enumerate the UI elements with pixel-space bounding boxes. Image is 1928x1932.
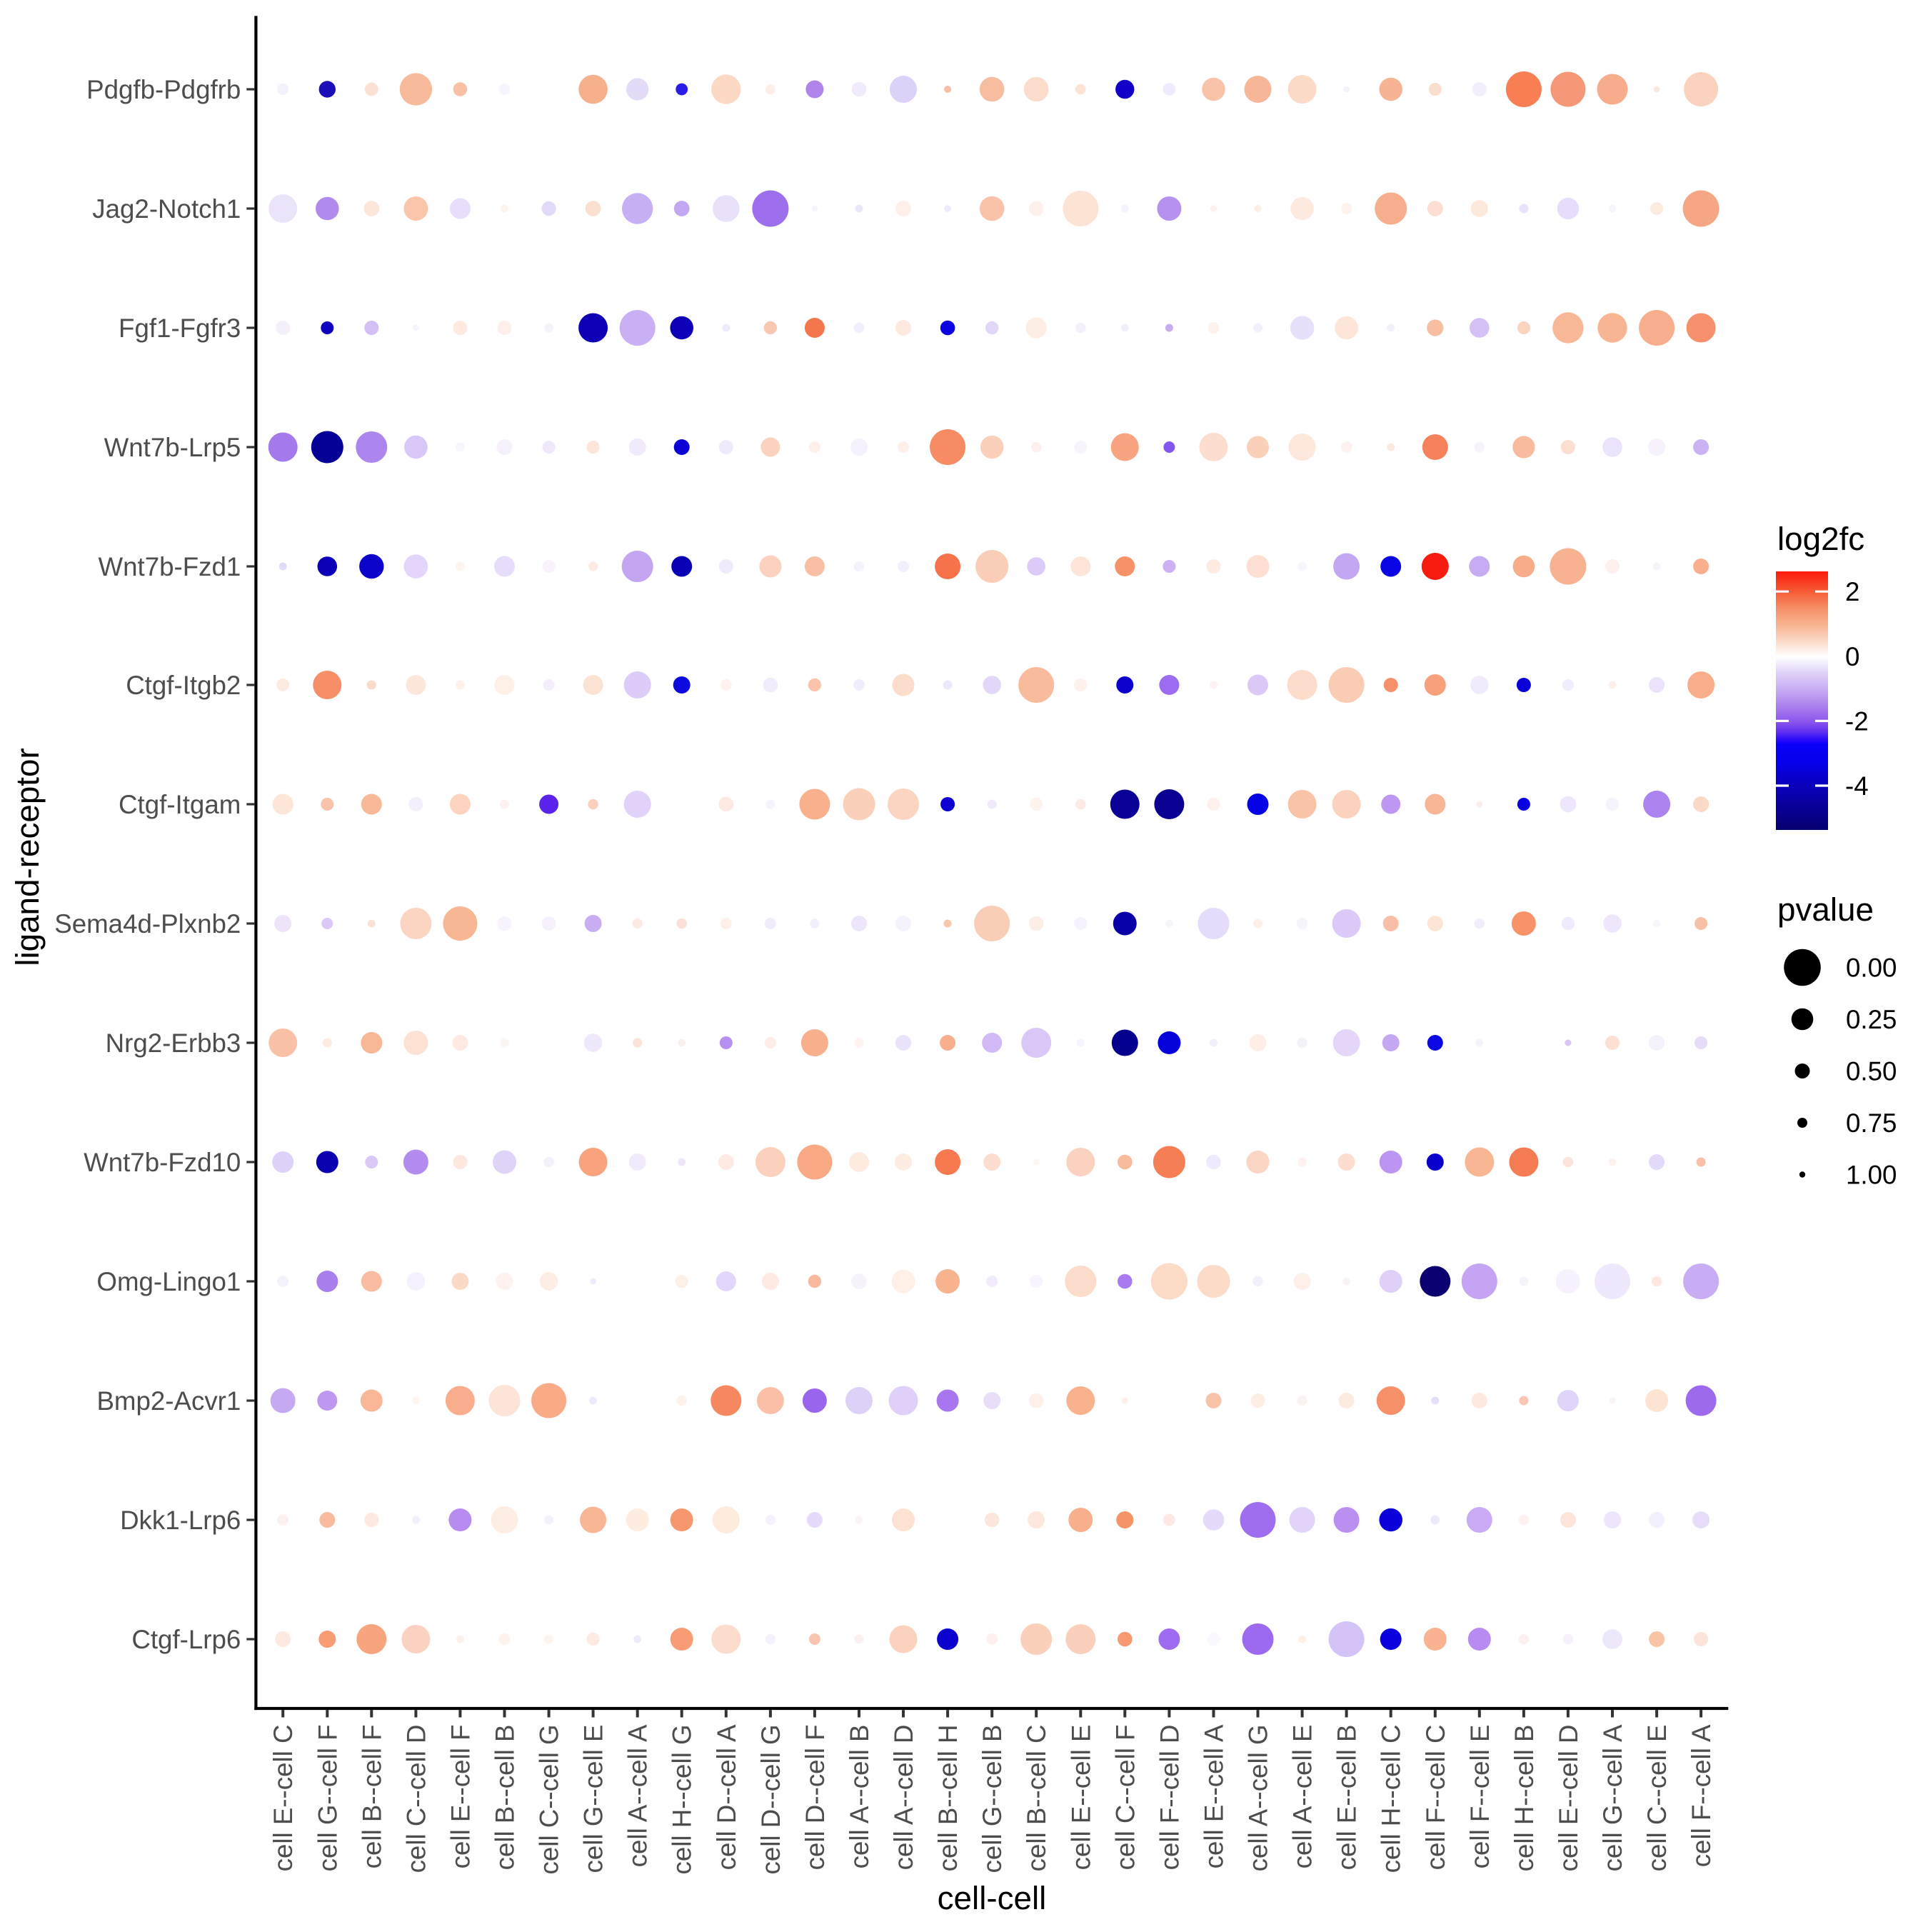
svg-text:cell G--cell A: cell G--cell A [1598, 1724, 1627, 1871]
svg-text:cell C--cell G: cell C--cell G [535, 1725, 564, 1875]
svg-text:cell F--cell E: cell F--cell E [1465, 1725, 1495, 1869]
svg-text:Ctgf-Itgb2: Ctgf-Itgb2 [126, 671, 241, 700]
svg-text:pvalue: pvalue [1777, 891, 1874, 928]
svg-text:Jag2-Notch1: Jag2-Notch1 [92, 194, 241, 224]
svg-text:cell H--cell C: cell H--cell C [1377, 1725, 1406, 1873]
svg-text:cell E--cell D: cell E--cell D [1554, 1725, 1583, 1872]
svg-text:-4: -4 [1845, 771, 1869, 801]
svg-text:cell B--cell H: cell B--cell H [933, 1725, 963, 1872]
svg-text:Fgf1-Fgfr3: Fgf1-Fgfr3 [119, 314, 241, 343]
svg-text:Wnt7b-Fzd1: Wnt7b-Fzd1 [98, 552, 241, 581]
svg-text:cell E--cell F: cell E--cell F [446, 1725, 475, 1869]
svg-text:cell F--cell C: cell F--cell C [1421, 1725, 1450, 1871]
svg-text:cell A--cell G: cell A--cell G [1244, 1725, 1273, 1872]
svg-text:cell H--cell G: cell H--cell G [668, 1725, 697, 1875]
svg-text:0.50: 0.50 [1846, 1057, 1897, 1086]
svg-text:Ctgf-Lrp6: Ctgf-Lrp6 [131, 1625, 241, 1654]
svg-text:Nrg2-Erbb3: Nrg2-Erbb3 [106, 1028, 241, 1058]
svg-text:cell B--cell F: cell B--cell F [357, 1725, 386, 1869]
svg-text:cell B--cell C: cell B--cell C [1022, 1725, 1051, 1872]
svg-text:cell C--cell E: cell C--cell E [1642, 1725, 1672, 1872]
svg-text:Ctgf-Itgam: Ctgf-Itgam [119, 790, 241, 819]
svg-text:cell H--cell B: cell H--cell B [1510, 1725, 1539, 1872]
svg-text:cell C--cell F: cell C--cell F [1110, 1725, 1140, 1871]
svg-text:cell-cell: cell-cell [938, 1880, 1047, 1916]
svg-text:Sema4d-Plxnb2: Sema4d-Plxnb2 [54, 909, 241, 939]
svg-text:cell E--cell E: cell E--cell E [1066, 1725, 1095, 1871]
svg-text:0.25: 0.25 [1846, 1005, 1897, 1034]
svg-text:log2fc: log2fc [1777, 521, 1864, 557]
svg-text:cell E--cell B: cell E--cell B [1332, 1725, 1362, 1871]
svg-text:cell B--cell B: cell B--cell B [491, 1725, 520, 1871]
svg-text:Omg-Lingo1: Omg-Lingo1 [96, 1267, 241, 1296]
svg-text:cell D--cell G: cell D--cell G [756, 1725, 785, 1875]
svg-text:cell D--cell F: cell D--cell F [800, 1725, 830, 1871]
svg-text:cell G--cell E: cell G--cell E [579, 1725, 608, 1873]
svg-text:cell A--cell B: cell A--cell B [845, 1725, 874, 1869]
svg-text:0.00: 0.00 [1846, 954, 1897, 983]
svg-text:cell A--cell E: cell A--cell E [1288, 1725, 1317, 1869]
svg-text:cell E--cell A: cell E--cell A [1200, 1724, 1229, 1868]
svg-text:cell C--cell D: cell C--cell D [401, 1725, 431, 1873]
svg-text:1.00: 1.00 [1846, 1161, 1897, 1190]
svg-text:Wnt7b-Fzd10: Wnt7b-Fzd10 [84, 1148, 241, 1177]
svg-text:-2: -2 [1845, 706, 1869, 736]
svg-text:cell G--cell B: cell G--cell B [978, 1725, 1007, 1873]
svg-text:Pdgfb-Pdgfrb: Pdgfb-Pdgfrb [86, 75, 241, 104]
svg-text:cell E--cell C: cell E--cell C [268, 1725, 298, 1872]
svg-text:Wnt7b-Lrp5: Wnt7b-Lrp5 [104, 433, 241, 462]
svg-text:Bmp2-Acvr1: Bmp2-Acvr1 [96, 1386, 241, 1416]
svg-text:0.75: 0.75 [1846, 1108, 1897, 1138]
svg-text:cell F--cell A: cell F--cell A [1687, 1724, 1716, 1867]
svg-text:ligand-receptor: ligand-receptor [9, 748, 46, 966]
svg-text:cell F--cell D: cell F--cell D [1155, 1725, 1184, 1871]
svg-text:Dkk1-Lrp6: Dkk1-Lrp6 [120, 1506, 241, 1535]
svg-text:cell A--cell D: cell A--cell D [889, 1725, 918, 1871]
svg-text:cell G--cell F: cell G--cell F [313, 1725, 342, 1872]
svg-text:2: 2 [1845, 577, 1859, 606]
svg-text:cell D--cell A: cell D--cell A [712, 1724, 741, 1870]
svg-text:0: 0 [1845, 642, 1859, 671]
svg-text:cell A--cell A: cell A--cell A [623, 1724, 653, 1867]
